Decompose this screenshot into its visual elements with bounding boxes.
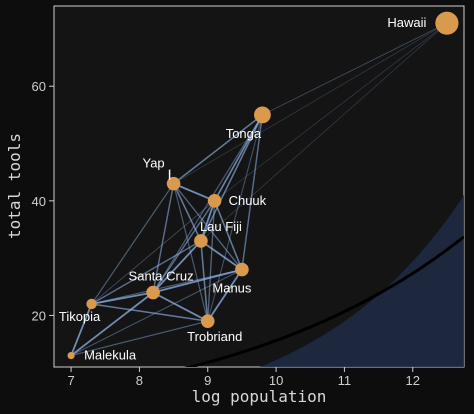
edge-yap-tonga (173, 114, 263, 185)
uncertainty-band (259, 195, 464, 367)
edge-trobriand-tonga (207, 114, 263, 322)
edge-tikopia-trobriand (91, 303, 208, 322)
x-axis: 7 8 9 10 11 12 (67, 367, 420, 388)
plot-area (67, 11, 464, 367)
y-axis: 20 40 60 (32, 79, 54, 323)
point-lau-fiji (194, 234, 208, 248)
point-trobriand (200, 314, 215, 328)
edge-manus-tonga (241, 114, 264, 270)
x-tick-label: 11 (338, 373, 352, 388)
edge-malekula-trobriand (70, 320, 208, 357)
label-malekula: Malekula (84, 348, 137, 363)
edge-lau-fiji-chuuk (200, 200, 216, 242)
x-tick-label: 7 (67, 373, 74, 388)
x-tick-label: 8 (136, 373, 143, 388)
edge-lau-fiji-manus (200, 240, 243, 271)
edge-santa-cruz-yap (152, 183, 175, 293)
edge-tikopia-yap (91, 183, 175, 305)
y-tick-label: 20 (32, 308, 46, 323)
y-axis-label: total tools (5, 133, 24, 239)
point-tonga (254, 106, 271, 124)
point-chuuk (207, 194, 222, 208)
edge-malekula-santa-cruz (70, 291, 154, 357)
label-manus: Manus (212, 281, 252, 296)
edge-santa-cruz-manus (152, 268, 243, 294)
edge-yap-chuuk (173, 182, 215, 202)
edge-chuuk-hawaii (214, 22, 448, 202)
edge-malekula-tikopia (70, 303, 93, 356)
edge-lau-fiji-hawaii (200, 22, 448, 242)
label-trobriand: Trobriand (187, 329, 242, 344)
edge-yap-hawaii (173, 22, 448, 184)
point-hawaii (435, 11, 459, 35)
edge-tikopia-lau-fiji (91, 240, 202, 305)
label-tonga: Tonga (226, 126, 262, 141)
edge-malekula-manus (70, 269, 243, 357)
edge-yap-lau-fiji (172, 183, 202, 242)
edge-santa-cruz-chuuk (152, 200, 216, 293)
edge-santa-cruz-lau-fiji (152, 240, 202, 294)
edge-chuuk-manus (213, 200, 243, 270)
edge-santa-cruz-tonga (152, 114, 263, 293)
x-axis-label: log population (192, 387, 327, 406)
edge-trobriand-manus (206, 269, 243, 322)
point-yap (166, 176, 181, 191)
label-lau-fiji: Lau Fiji (200, 219, 242, 234)
edge-lau-fiji-trobriand (200, 240, 209, 322)
edge-trobriand-chuuk (207, 200, 216, 322)
y-tick-label: 60 (32, 79, 46, 94)
edge-yap-trobriand (173, 183, 209, 322)
edge-tikopia-santa-cruz (91, 291, 154, 305)
label-yap: Yap (142, 156, 164, 171)
x-tick-label: 10 (269, 373, 283, 388)
edge-santa-cruz-trobriand (152, 291, 209, 322)
edge-tikopia-chuuk (91, 200, 215, 305)
point-santa-cruz (146, 285, 160, 300)
label-hawaii: Hawaii (387, 15, 426, 30)
label-chuuk: Chuuk (229, 193, 267, 208)
x-tick-label: 9 (204, 373, 211, 388)
point-tikopia (86, 298, 97, 310)
y-tick-label: 40 (32, 194, 46, 209)
point-malekula (67, 351, 75, 360)
x-tick-label: 12 (406, 373, 420, 388)
edge-lau-fiji-tonga (200, 114, 264, 242)
label-tikopia: Tikopia (59, 309, 101, 324)
point-manus (235, 262, 249, 277)
fit-curve (184, 235, 464, 367)
label-santa-cruz: Santa Cruz (129, 269, 194, 284)
edge-chuuk-tonga (213, 114, 264, 202)
edge-tonga-hawaii (262, 22, 448, 116)
